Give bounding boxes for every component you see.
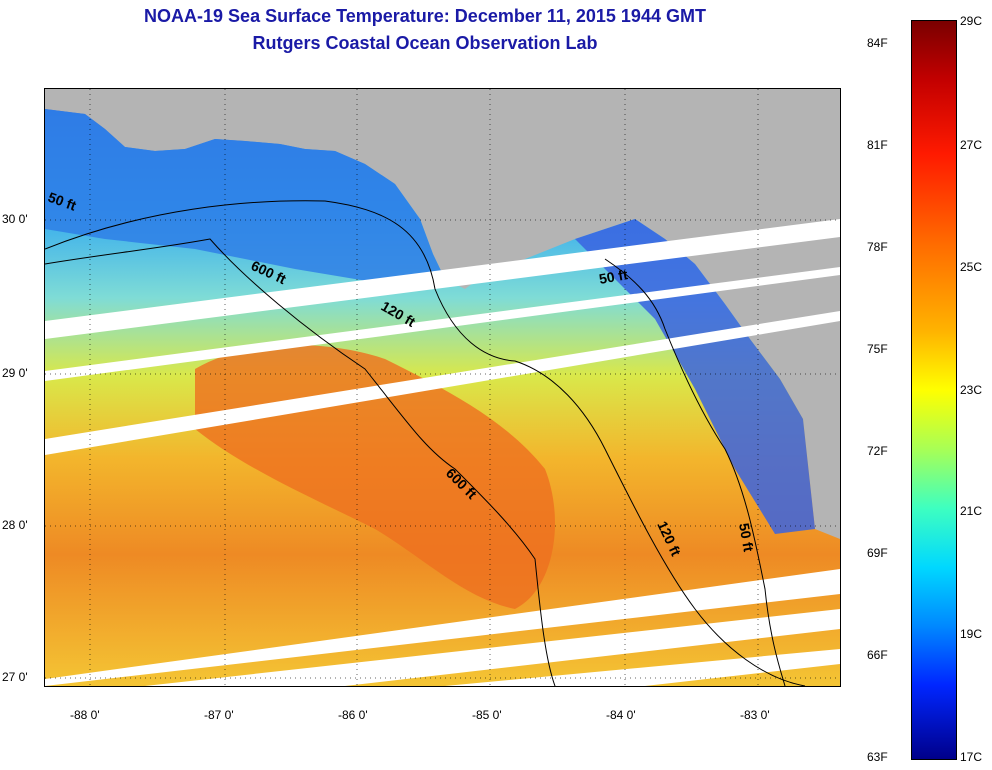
colorbar-fahrenheit-label: 72F (867, 444, 888, 458)
colorbar-celsius-label: 17C (960, 750, 983, 764)
colorbar-celsius-label: 23C (960, 383, 983, 397)
lat-label: 27 0' (2, 670, 28, 684)
lon-label: -87 0' (204, 708, 234, 722)
temperature-colorbar (911, 20, 957, 760)
colorbar-fahrenheit-label: 66F (867, 648, 888, 662)
map-subtitle: Rutgers Coastal Ocean Observation Lab (252, 33, 598, 53)
colorbar-celsius-label: 27C (960, 138, 983, 152)
colorbar-fahrenheit-label: 63F (867, 750, 888, 764)
colorbar-fahrenheit-label: 78F (867, 240, 888, 254)
lon-label: -86 0' (338, 708, 368, 722)
sst-map: 50 ft 600 ft 120 ft 50 ft 600 ft 120 ft … (44, 88, 841, 687)
lon-label: -88 0' (70, 708, 100, 722)
lat-label: 28 0' (2, 518, 28, 532)
lon-label: -84 0' (606, 708, 636, 722)
colorbar-celsius-label: 25C (960, 260, 983, 274)
land-mass (45, 89, 840, 539)
map-title: NOAA-19 Sea Surface Temperature: Decembe… (144, 6, 706, 26)
contour-label: 50 ft (598, 266, 629, 287)
colorbar-celsius-label: 29C (960, 14, 983, 28)
lat-label: 29 0' (2, 366, 28, 380)
colorbar-celsius-label: 21C (960, 504, 983, 518)
colorbar-fahrenheit-label: 75F (867, 342, 888, 356)
colorbar-fahrenheit-label: 69F (867, 546, 888, 560)
colorbar-celsius-label: 19C (960, 627, 983, 641)
lon-label: -85 0' (472, 708, 502, 722)
lat-label: 30 0' (2, 212, 28, 226)
colorbar-fahrenheit-label: 81F (867, 138, 888, 152)
lon-label: -83 0' (740, 708, 770, 722)
contour-label: 50 ft (736, 522, 757, 553)
colorbar-fahrenheit-label: 84F (867, 36, 888, 50)
